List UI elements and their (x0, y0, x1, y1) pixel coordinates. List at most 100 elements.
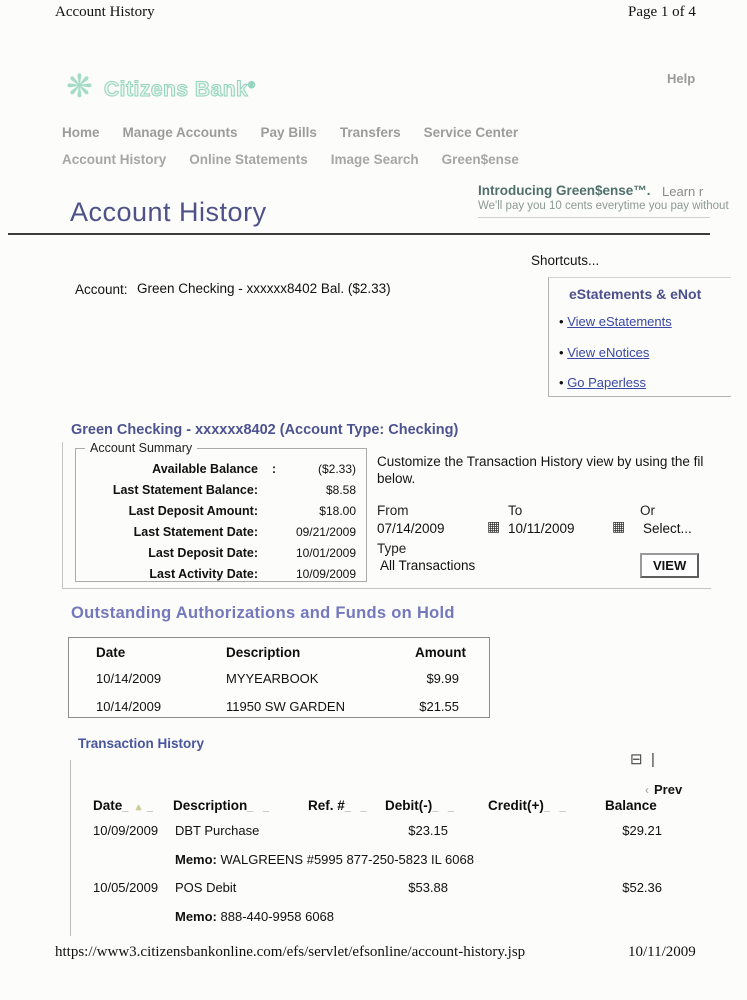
customize-text-line1: Customize the Transaction History view b… (377, 454, 704, 469)
sort-dash: _ (559, 801, 568, 813)
tx-debit: $53.88 (408, 880, 448, 895)
list-item: • Go Paperless (559, 375, 646, 390)
prev-page-link[interactable]: Prev (654, 782, 683, 797)
to-date-field[interactable]: 10/11/2009 (508, 521, 575, 536)
summary-value: $18.00 (319, 504, 356, 518)
nav-manage-accounts[interactable]: Manage Accounts (122, 125, 238, 140)
print-footer-date: 10/11/2009 (628, 944, 696, 960)
tx-header-ref-sort[interactable]: Ref. #_ _ (308, 798, 369, 813)
to-calendar-icon[interactable]: ▦ (612, 518, 626, 534)
auth-description: 11950 SW GARDEN (226, 699, 345, 714)
from-date-field[interactable]: 07/14/2009 (377, 521, 445, 536)
nav-service-center[interactable]: Service Center (423, 125, 519, 140)
summary-label: Available Balance (152, 462, 258, 476)
tx-memo: Memo: 888-440-9958 6068 (175, 909, 334, 924)
sort-dash: _ (344, 801, 353, 813)
from-label: From (377, 503, 409, 518)
account-summary-legend: Account Summary (85, 441, 198, 455)
printer-icon[interactable]: ⊟ (630, 751, 643, 768)
view-enotices-link[interactable]: View eNotices (567, 345, 650, 360)
bullet-icon: • (559, 314, 564, 329)
memo-label: Memo: (175, 852, 217, 867)
promo-title: Introducing Green$ense™. (478, 183, 651, 198)
tx-header-description: Description (173, 798, 248, 813)
nav-account-history[interactable]: Account History (62, 152, 167, 167)
range-select-dropdown[interactable]: Select... (643, 521, 692, 536)
nav-transfers[interactable]: Transfers (339, 125, 401, 140)
transaction-history-heading: Transaction History (78, 736, 205, 751)
summary-value: 10/01/2009 (295, 546, 356, 560)
sort-dash: _ (432, 801, 441, 813)
toolbar-separator: | (651, 751, 655, 768)
nav-image-search[interactable]: Image Search (330, 152, 419, 167)
summary-value: $8.58 (325, 483, 356, 497)
bullet-icon: • (559, 345, 564, 360)
summary-row-last-activity-date: Last Activity Date: 10/09/2009 (76, 567, 366, 581)
auth-header-amount: Amount (415, 645, 466, 660)
tx-header-credit: Credit(+) (488, 798, 544, 813)
sort-dash: _ (543, 801, 553, 813)
table-row: 10/05/2009 (93, 880, 159, 895)
summary-row-last-statement-date: Last Statement Date: 09/21/2009 (76, 525, 366, 539)
type-select-dropdown[interactable]: All Transactions (380, 558, 476, 573)
registered-mark: ® (248, 80, 256, 91)
account-label: Account: (75, 282, 128, 297)
tx-header-date: Date (93, 798, 123, 813)
memo-text: 888-440-9958 6068 (220, 909, 335, 924)
summary-label: Last Deposit Amount: (128, 504, 258, 518)
go-paperless-link[interactable]: Go Paperless (567, 375, 646, 390)
tx-debit: $23.15 (408, 823, 448, 838)
auth-amount: $21.55 (419, 699, 459, 714)
transaction-panel-border (70, 760, 71, 936)
account-selector-value[interactable]: Green Checking - xxxxxx8402 Bal. ($2.33) (137, 281, 391, 296)
page-title: Account History (70, 197, 267, 227)
sort-dash: _ (146, 801, 155, 813)
prev-arrow-icon: ‹ (645, 783, 649, 797)
secondary-nav: Account History Online Statements Image … (62, 152, 519, 167)
tx-header-balance: Balance (605, 798, 657, 813)
memo-label: Memo: (175, 909, 217, 924)
tx-header-description-sort[interactable]: Description_ _ (173, 798, 271, 813)
print-header-title: Account History (55, 4, 155, 20)
tx-header-ref: Ref. # (308, 798, 345, 813)
promo-learn-more-link[interactable]: Learn r (662, 184, 704, 199)
summary-row-last-deposit-amount: Last Deposit Amount: $18.00 (76, 504, 366, 518)
from-calendar-icon[interactable]: ▦ (487, 518, 501, 534)
table-row: 10/09/2009 (93, 823, 159, 838)
citizens-bank-logo-text: Citizens Bank® (103, 78, 256, 102)
shortcuts-menu[interactable]: Shortcuts... (531, 253, 600, 268)
tx-balance: $29.21 (622, 823, 662, 838)
view-button[interactable]: VIEW (640, 553, 700, 578)
tx-header-date-sort[interactable]: Date_ ▲ _ (93, 798, 155, 813)
list-item: • View eStatements (559, 314, 672, 329)
summary-value: ($2.33) (317, 462, 356, 476)
sort-dash: _ (247, 801, 256, 813)
auth-description: MYYEARBOOK (226, 671, 319, 686)
account-section-heading: Green Checking - xxxxxx8402 (Account Typ… (71, 422, 459, 438)
logo-wordmark: Citizens Bank (103, 78, 249, 102)
summary-value: 10/09/2009 (295, 567, 356, 581)
summary-label: Last Statement Date: (133, 525, 258, 539)
authorizations-table: Date Description Amount 10/14/2009 MYYEA… (68, 637, 490, 718)
promo-subtitle: We'll pay you 10 cents everytime you pay… (478, 200, 729, 212)
summary-label: Last Deposit Date: (148, 546, 258, 560)
view-estatements-link[interactable]: View eStatements (567, 314, 672, 329)
customize-text-line2: below. (377, 471, 416, 486)
sort-ascending-icon: ▲ (134, 802, 144, 812)
nav-home[interactable]: Home (62, 125, 100, 140)
primary-nav: Home Manage Accounts Pay Bills Transfers… (62, 125, 518, 140)
sort-dash: _ (122, 801, 131, 813)
summary-row-last-statement-balance: Last Statement Balance: $8.58 (76, 483, 366, 497)
tx-header-debit-sort[interactable]: Debit(-)_ _ (385, 798, 456, 813)
tx-header-credit-sort[interactable]: Credit(+)_ _ (488, 798, 568, 813)
nav-pay-bills[interactable]: Pay Bills (260, 125, 317, 140)
nav-online-statements[interactable]: Online Statements (189, 152, 308, 167)
tx-memo: Memo: WALGREENS #5995 877-250-5823 IL 60… (175, 852, 474, 867)
authorizations-heading: Outstanding Authorizations and Funds on … (71, 604, 455, 622)
help-link[interactable]: Help (667, 71, 696, 86)
nav-greensense[interactable]: Green$ense (441, 152, 519, 167)
auth-header-description: Description (226, 645, 301, 660)
to-label: To (508, 503, 523, 518)
estatements-heading: eStatements & eNot (569, 286, 702, 302)
promo-divider (478, 217, 710, 218)
